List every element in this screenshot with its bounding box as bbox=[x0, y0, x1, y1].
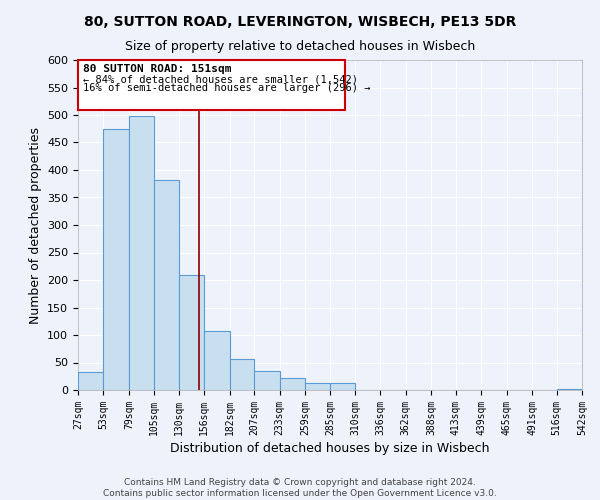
Bar bbox=[557, 389, 582, 390]
Bar bbox=[305, 384, 331, 390]
Text: 16% of semi-detached houses are larger (296) →: 16% of semi-detached houses are larger (… bbox=[83, 83, 370, 93]
Text: Contains HM Land Registry data © Crown copyright and database right 2024.
Contai: Contains HM Land Registry data © Crown c… bbox=[103, 478, 497, 498]
Bar bbox=[103, 128, 129, 390]
Bar bbox=[204, 331, 230, 390]
Bar bbox=[154, 180, 179, 390]
Text: ← 84% of detached houses are smaller (1,542): ← 84% of detached houses are smaller (1,… bbox=[83, 74, 358, 85]
Bar bbox=[78, 372, 103, 390]
Text: 80 SUTTON ROAD: 151sqm: 80 SUTTON ROAD: 151sqm bbox=[83, 64, 232, 74]
Bar bbox=[280, 378, 305, 390]
Bar bbox=[179, 274, 204, 390]
FancyBboxPatch shape bbox=[78, 60, 345, 110]
Bar bbox=[331, 384, 355, 390]
Bar bbox=[129, 116, 154, 390]
Bar bbox=[230, 358, 254, 390]
Text: 80, SUTTON ROAD, LEVERINGTON, WISBECH, PE13 5DR: 80, SUTTON ROAD, LEVERINGTON, WISBECH, P… bbox=[84, 15, 516, 29]
Bar bbox=[254, 371, 280, 390]
Text: Size of property relative to detached houses in Wisbech: Size of property relative to detached ho… bbox=[125, 40, 475, 53]
X-axis label: Distribution of detached houses by size in Wisbech: Distribution of detached houses by size … bbox=[170, 442, 490, 455]
Y-axis label: Number of detached properties: Number of detached properties bbox=[29, 126, 41, 324]
